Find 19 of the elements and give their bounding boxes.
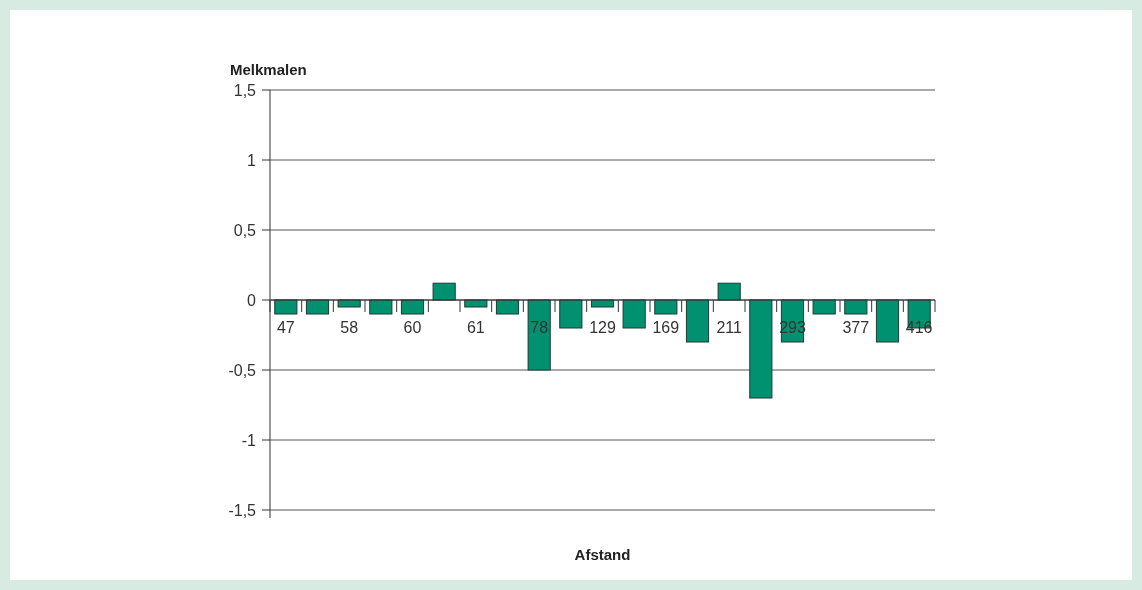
y-tick-label: -0,5 <box>228 361 257 379</box>
y-tick-label: -1 <box>241 431 257 449</box>
y-axis-title: Melkmalen <box>230 61 307 78</box>
x-tick-label: 47 <box>276 319 295 336</box>
x-tick-label: 211 <box>716 319 743 336</box>
y-tick-label: 0,5 <box>233 221 257 239</box>
x-tick-label: 60 <box>403 319 422 336</box>
x-tick-label: 58 <box>340 319 359 336</box>
y-tick-label: 1,5 <box>233 81 257 99</box>
x-tick-label: 377 <box>842 319 870 336</box>
x-tick-label: 416 <box>905 319 933 336</box>
x-tick-label: 78 <box>530 319 549 336</box>
x-tick-label: 61 <box>466 319 485 336</box>
y-tick-label: 0 <box>247 291 257 309</box>
x-tick-label: 169 <box>652 319 680 336</box>
x-axis-title: Afstand <box>574 546 631 563</box>
y-tick-label: -1,5 <box>228 501 257 519</box>
y-tick-label: 1 <box>247 151 257 169</box>
x-tick-label: 129 <box>589 319 616 336</box>
